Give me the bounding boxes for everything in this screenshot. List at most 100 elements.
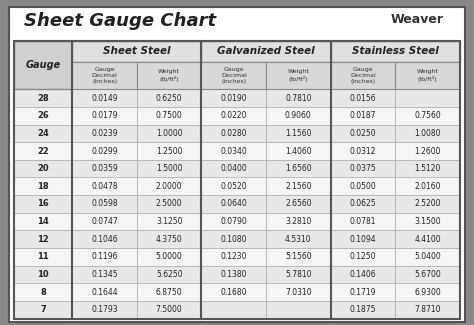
Text: 6.8750: 6.8750 <box>156 288 182 296</box>
Text: 0.1680: 0.1680 <box>220 288 247 296</box>
Text: 0.0781: 0.0781 <box>350 217 376 226</box>
FancyBboxPatch shape <box>395 301 460 318</box>
FancyBboxPatch shape <box>14 266 73 283</box>
Text: 1.2600: 1.2600 <box>414 147 441 156</box>
FancyBboxPatch shape <box>331 301 395 318</box>
FancyBboxPatch shape <box>395 266 460 283</box>
FancyBboxPatch shape <box>201 230 266 248</box>
Text: 0.1196: 0.1196 <box>91 252 118 261</box>
FancyBboxPatch shape <box>14 230 73 248</box>
Text: 0.1719: 0.1719 <box>350 288 376 296</box>
FancyBboxPatch shape <box>201 177 266 195</box>
Text: 18: 18 <box>37 182 49 191</box>
FancyBboxPatch shape <box>73 230 137 248</box>
Text: Weight
(lb/ft²): Weight (lb/ft²) <box>287 69 309 82</box>
FancyBboxPatch shape <box>14 177 73 195</box>
FancyBboxPatch shape <box>395 230 460 248</box>
Text: 7: 7 <box>40 305 46 314</box>
FancyBboxPatch shape <box>137 213 201 230</box>
Text: Gauge: Gauge <box>26 60 61 70</box>
Text: 10: 10 <box>37 270 49 279</box>
Text: 6.9300: 6.9300 <box>414 288 441 296</box>
Text: 5.1560: 5.1560 <box>285 252 312 261</box>
Text: 22: 22 <box>37 147 49 156</box>
Text: 5.6700: 5.6700 <box>414 270 441 279</box>
Text: 0.0312: 0.0312 <box>350 147 376 156</box>
Text: 0.6250: 0.6250 <box>156 94 182 103</box>
FancyBboxPatch shape <box>137 177 201 195</box>
FancyBboxPatch shape <box>14 213 73 230</box>
FancyBboxPatch shape <box>137 283 201 301</box>
Text: 3.2810: 3.2810 <box>285 217 311 226</box>
Text: 11: 11 <box>37 252 49 261</box>
Text: 2.0000: 2.0000 <box>156 182 182 191</box>
Text: 16: 16 <box>37 200 49 208</box>
Text: Gauge
Decimal
(inches): Gauge Decimal (inches) <box>221 67 246 84</box>
Text: 0.1380: 0.1380 <box>220 270 247 279</box>
Text: 0.0179: 0.0179 <box>91 111 118 120</box>
FancyBboxPatch shape <box>201 107 266 124</box>
FancyBboxPatch shape <box>395 248 460 266</box>
Text: 0.1875: 0.1875 <box>350 305 376 314</box>
Text: 1.6560: 1.6560 <box>285 164 312 173</box>
Text: 4.3750: 4.3750 <box>156 235 182 244</box>
Text: 0.0790: 0.0790 <box>220 217 247 226</box>
FancyBboxPatch shape <box>14 107 73 124</box>
FancyBboxPatch shape <box>266 283 331 301</box>
FancyBboxPatch shape <box>331 41 460 62</box>
FancyBboxPatch shape <box>137 248 201 266</box>
Text: 0.0375: 0.0375 <box>349 164 376 173</box>
Text: 1.5120: 1.5120 <box>414 164 441 173</box>
Text: 2.5200: 2.5200 <box>414 200 441 208</box>
Text: 7.5000: 7.5000 <box>156 305 182 314</box>
Text: 0.1046: 0.1046 <box>91 235 118 244</box>
Text: 5.6250: 5.6250 <box>156 270 182 279</box>
FancyBboxPatch shape <box>266 195 331 213</box>
FancyBboxPatch shape <box>137 62 201 89</box>
FancyBboxPatch shape <box>395 62 460 89</box>
FancyBboxPatch shape <box>201 248 266 266</box>
Text: 0.0747: 0.0747 <box>91 217 118 226</box>
Text: 1.5000: 1.5000 <box>156 164 182 173</box>
FancyBboxPatch shape <box>201 213 266 230</box>
FancyBboxPatch shape <box>73 160 137 177</box>
Text: 0.0520: 0.0520 <box>220 182 247 191</box>
FancyBboxPatch shape <box>14 283 73 301</box>
FancyBboxPatch shape <box>395 142 460 160</box>
FancyBboxPatch shape <box>14 124 73 142</box>
FancyBboxPatch shape <box>14 142 73 160</box>
FancyBboxPatch shape <box>137 124 201 142</box>
FancyBboxPatch shape <box>14 195 73 213</box>
Text: 0.1094: 0.1094 <box>350 235 376 244</box>
Text: 3.1250: 3.1250 <box>156 217 182 226</box>
FancyBboxPatch shape <box>73 89 137 107</box>
Text: 0.1230: 0.1230 <box>220 252 247 261</box>
FancyBboxPatch shape <box>73 301 137 318</box>
Text: 1.0000: 1.0000 <box>156 129 182 138</box>
FancyBboxPatch shape <box>73 283 137 301</box>
FancyBboxPatch shape <box>137 160 201 177</box>
Text: 4.5310: 4.5310 <box>285 235 312 244</box>
Text: 0.1793: 0.1793 <box>91 305 118 314</box>
Text: 26: 26 <box>37 111 49 120</box>
FancyBboxPatch shape <box>73 213 137 230</box>
Text: 1.2500: 1.2500 <box>156 147 182 156</box>
FancyBboxPatch shape <box>266 266 331 283</box>
FancyBboxPatch shape <box>395 177 460 195</box>
FancyBboxPatch shape <box>331 195 395 213</box>
FancyBboxPatch shape <box>201 142 266 160</box>
FancyBboxPatch shape <box>73 195 137 213</box>
FancyBboxPatch shape <box>266 177 331 195</box>
Text: 0.7500: 0.7500 <box>156 111 182 120</box>
FancyBboxPatch shape <box>331 107 395 124</box>
Text: 0.0250: 0.0250 <box>350 129 376 138</box>
Text: 0.0500: 0.0500 <box>349 182 376 191</box>
Text: 24: 24 <box>37 129 49 138</box>
FancyBboxPatch shape <box>331 266 395 283</box>
Text: 0.0359: 0.0359 <box>91 164 118 173</box>
FancyBboxPatch shape <box>73 62 137 89</box>
FancyBboxPatch shape <box>137 301 201 318</box>
FancyBboxPatch shape <box>266 230 331 248</box>
Text: 2.5000: 2.5000 <box>156 200 182 208</box>
FancyBboxPatch shape <box>395 107 460 124</box>
